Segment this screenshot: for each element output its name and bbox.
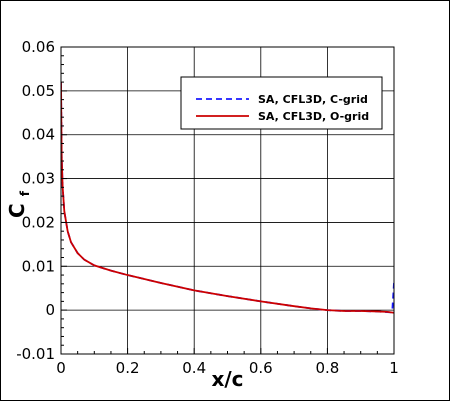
y-tick-labels: -0.01 0 0.01 0.02 0.03 0.04 0.05 0.06 xyxy=(16,38,55,363)
y-tick-label: 0.02 xyxy=(22,213,55,231)
legend: SA, CFL3D, C-grid SA, CFL3D, O-grid xyxy=(180,76,383,130)
legend-label-o-grid: SA, CFL3D, O-grid xyxy=(258,110,369,123)
y-axis-label-main: C xyxy=(5,203,29,218)
y-axis-label-subscript: f xyxy=(18,190,32,196)
x-tick-label: 0.6 xyxy=(249,359,273,377)
x-axis-label: x/c xyxy=(211,367,243,391)
x-tick-label: 0 xyxy=(56,359,66,377)
y-tick-label: 0 xyxy=(45,301,55,319)
axis-ticks xyxy=(60,46,395,355)
x-tick-labels: 0 0.2 0.4 0.6 0.8 1 xyxy=(56,359,399,377)
y-tick-label: 0.04 xyxy=(22,126,55,144)
series-line-o-grid xyxy=(61,82,394,314)
series-layer xyxy=(61,82,394,314)
legend-label-c-grid: SA, CFL3D, C-grid xyxy=(258,93,368,106)
y-axis-label: C f xyxy=(5,190,32,218)
y-tick-label: 0.06 xyxy=(22,38,55,56)
x-tick-label: 0.2 xyxy=(116,359,140,377)
legend-box xyxy=(180,76,383,130)
y-tick-label: -0.01 xyxy=(16,345,55,363)
x-tick-label: 0.8 xyxy=(315,359,339,377)
y-tick-label: 0.01 xyxy=(22,257,55,275)
x-tick-label: 0.4 xyxy=(182,359,206,377)
y-tick-label: 0.05 xyxy=(22,82,55,100)
y-tick-label: 0.03 xyxy=(22,170,55,188)
x-tick-label: 1 xyxy=(389,359,399,377)
